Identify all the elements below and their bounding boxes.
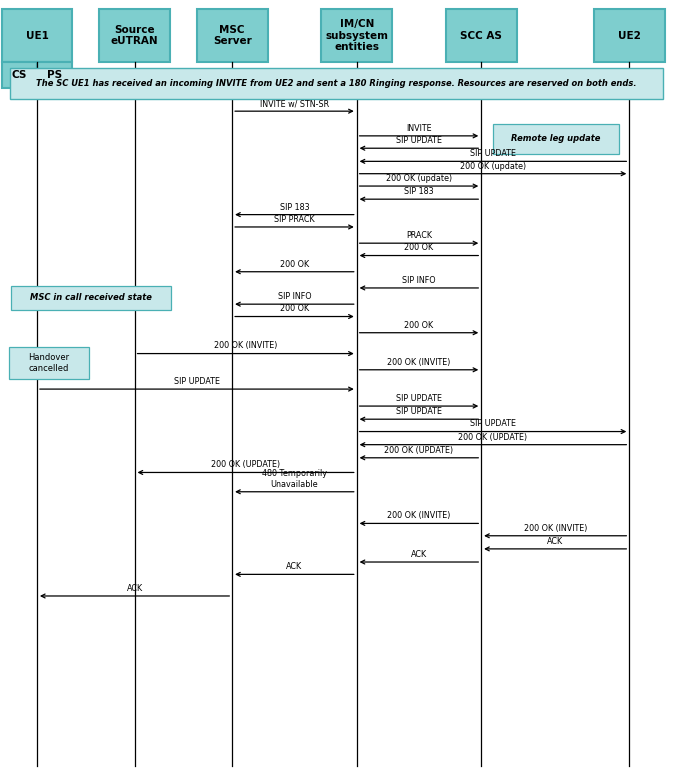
- Text: ACK: ACK: [127, 584, 143, 593]
- Text: 200 OK (INVITE): 200 OK (INVITE): [387, 511, 451, 520]
- FancyBboxPatch shape: [2, 9, 72, 62]
- Text: UE2: UE2: [618, 31, 641, 40]
- Text: SIP INFO: SIP INFO: [278, 292, 311, 301]
- Text: SIP UPDATE: SIP UPDATE: [174, 377, 220, 386]
- Text: PRACK: PRACK: [406, 231, 432, 240]
- Text: SIP 183: SIP 183: [404, 187, 434, 196]
- FancyBboxPatch shape: [100, 9, 170, 62]
- FancyBboxPatch shape: [322, 9, 392, 62]
- Text: INVITE w/ STN-SR: INVITE w/ STN-SR: [260, 99, 329, 108]
- Text: 200 OK: 200 OK: [404, 320, 433, 330]
- Text: SIP PRACK: SIP PRACK: [274, 215, 315, 224]
- Text: 200 OK (INVITE): 200 OK (INVITE): [524, 523, 587, 533]
- FancyBboxPatch shape: [9, 347, 89, 379]
- Text: The SC UE1 has received an incoming INVITE from UE2 and sent a 180 Ringing respo: The SC UE1 has received an incoming INVI…: [36, 79, 637, 88]
- Text: CS: CS: [11, 70, 27, 80]
- Text: Remote leg update: Remote leg update: [511, 134, 600, 144]
- Text: 200 OK: 200 OK: [404, 243, 433, 252]
- Text: ACK: ACK: [287, 562, 302, 571]
- Text: SIP UPDATE: SIP UPDATE: [396, 407, 442, 416]
- FancyBboxPatch shape: [10, 68, 663, 99]
- Text: ACK: ACK: [547, 537, 563, 546]
- Text: Source
eUTRAN: Source eUTRAN: [111, 25, 158, 46]
- Text: SIP UPDATE: SIP UPDATE: [470, 149, 516, 158]
- FancyBboxPatch shape: [493, 124, 619, 154]
- Text: 200 OK: 200 OK: [280, 259, 309, 269]
- Text: Handover
cancelled: Handover cancelled: [28, 353, 70, 373]
- FancyBboxPatch shape: [446, 9, 516, 62]
- Text: 200 OK (update): 200 OK (update): [460, 161, 526, 171]
- Text: 200 OK (INVITE): 200 OK (INVITE): [214, 341, 277, 350]
- Text: MSC in call received state: MSC in call received state: [30, 293, 152, 303]
- Text: SIP UPDATE: SIP UPDATE: [396, 394, 442, 403]
- Text: 200 OK (INVITE): 200 OK (INVITE): [387, 357, 451, 367]
- Text: SIP 183: SIP 183: [279, 202, 310, 212]
- FancyBboxPatch shape: [197, 9, 267, 62]
- Text: 200 OK: 200 OK: [280, 304, 309, 313]
- Text: SCC AS: SCC AS: [460, 31, 502, 40]
- Text: ACK: ACK: [411, 550, 427, 559]
- FancyBboxPatch shape: [594, 9, 664, 62]
- Text: 200 OK (UPDATE): 200 OK (UPDATE): [384, 445, 454, 455]
- Text: SIP INFO: SIP INFO: [402, 276, 435, 285]
- Text: SIP UPDATE: SIP UPDATE: [396, 136, 442, 145]
- Text: PS: PS: [47, 70, 62, 80]
- Text: 200 OK (UPDATE): 200 OK (UPDATE): [458, 432, 528, 442]
- FancyBboxPatch shape: [11, 286, 171, 310]
- Text: UE1: UE1: [26, 31, 48, 40]
- FancyBboxPatch shape: [37, 62, 72, 88]
- Text: MSC
Server: MSC Server: [213, 25, 252, 46]
- Text: 200 OK (update): 200 OK (update): [386, 174, 452, 183]
- Text: IM/CN
subsystem
entities: IM/CN subsystem entities: [325, 19, 388, 52]
- FancyBboxPatch shape: [2, 62, 37, 88]
- Text: SIP UPDATE: SIP UPDATE: [470, 419, 516, 428]
- Text: 480 Temporarily
Unavailable: 480 Temporarily Unavailable: [262, 469, 327, 489]
- Text: INVITE: INVITE: [406, 124, 432, 133]
- Text: 200 OK (UPDATE): 200 OK (UPDATE): [211, 460, 280, 469]
